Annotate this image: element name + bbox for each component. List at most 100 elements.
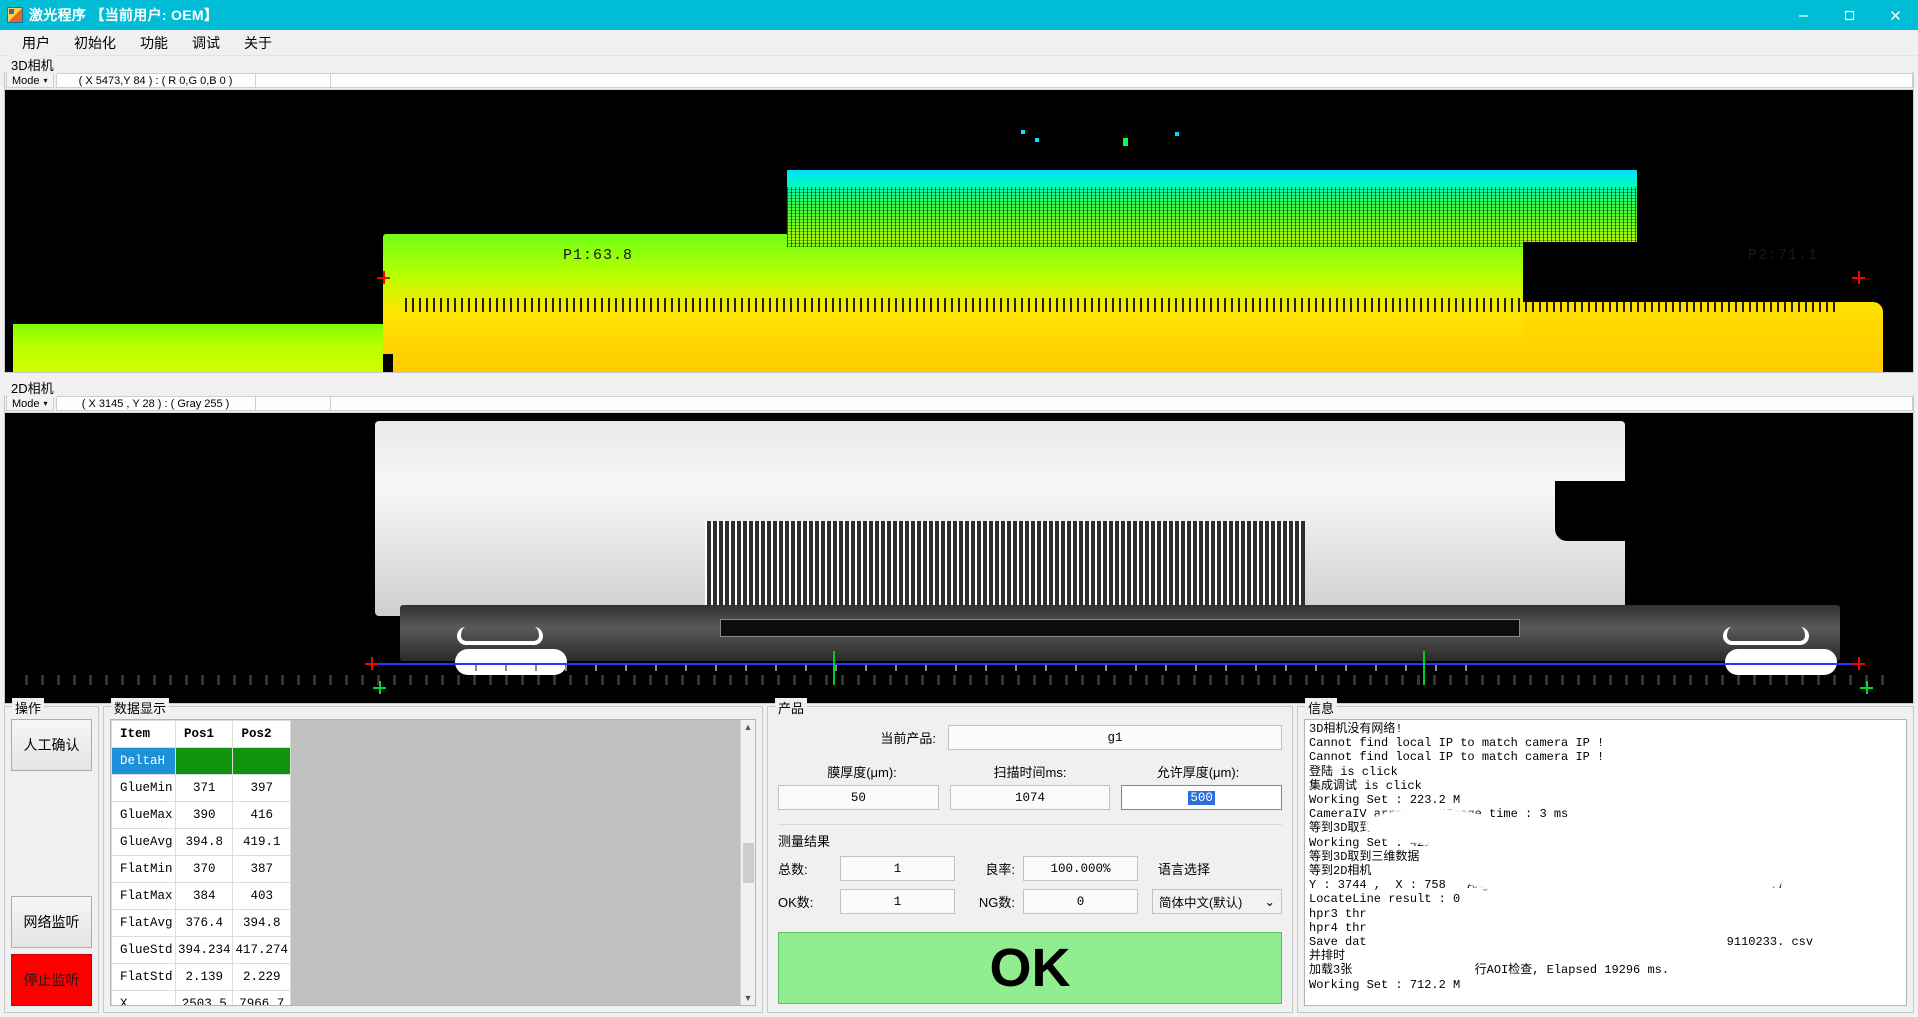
column-header-pos2[interactable]: Pos2 xyxy=(232,720,291,748)
menu-bar: 用户 初始化 功能 调试 关于 xyxy=(0,30,1918,56)
camera-2d-mode-button[interactable]: Mode ▾ xyxy=(6,396,54,411)
camera-3d-viewport[interactable]: P1:63.8 P2:71.1 xyxy=(5,90,1913,372)
crosshair-marker-right xyxy=(1852,657,1865,670)
column-header-item[interactable]: Item xyxy=(111,720,176,748)
cell-pos1[interactable]: 390 xyxy=(174,801,234,829)
table-row[interactable]: GlueStd 394.234 417.274 xyxy=(111,936,291,964)
scrollbar-thumb[interactable] xyxy=(742,842,754,883)
table-row[interactable]: DeltaH 23.8 21.1 xyxy=(111,747,291,775)
cell-pos2[interactable]: 403 xyxy=(232,882,291,910)
table-row[interactable]: GlueMin 371 397 xyxy=(111,774,291,802)
cell-item[interactable]: GlueMin xyxy=(111,774,176,802)
cell-pos1[interactable]: 371 xyxy=(174,774,234,802)
close-icon[interactable] xyxy=(1872,0,1918,30)
scroll-down-icon[interactable]: ▼ xyxy=(743,993,753,1003)
menu-item-init[interactable]: 初始化 xyxy=(74,34,116,51)
table-body: DeltaH 23.8 21.1 GlueMin 371 397 GlueMax… xyxy=(111,747,291,1005)
cell-pos2[interactable]: 419.1 xyxy=(232,828,291,856)
camera-3d-status-cell-2 xyxy=(330,73,1913,88)
table-empty-area xyxy=(291,720,740,1005)
camera-2d-viewport[interactable] xyxy=(5,413,1913,703)
network-listen-button[interactable]: 网络监听 xyxy=(11,896,92,948)
window-title: 激光程序 【当前用户: OEM】 xyxy=(29,7,219,23)
camera-3d-coordinate-readout: ( X 5473,Y 84 ) : ( R 0,G 0,B 0 ) xyxy=(55,73,256,88)
cell-pos1[interactable]: 394.234 xyxy=(174,936,234,964)
manual-confirm-button[interactable]: 人工确认 xyxy=(11,719,92,771)
cell-pos1[interactable]: 2503.5 xyxy=(174,990,234,1005)
allow-thickness-field[interactable]: 500 xyxy=(1121,785,1283,810)
table-row[interactable]: GlueMax 390 416 xyxy=(111,801,291,829)
cell-pos1[interactable]: 384 xyxy=(174,882,234,910)
column-header-pos1[interactable]: Pos1 xyxy=(174,720,234,748)
camera-3d-mode-button[interactable]: Mode ▾ xyxy=(6,73,54,88)
table-row[interactable]: FlatStd 2.139 2.229 xyxy=(111,963,291,991)
cell-item[interactable]: GlueStd xyxy=(111,936,176,964)
scan-time-label: 扫描时间ms: xyxy=(993,765,1067,780)
measurement-result-legend: 测量结果 xyxy=(778,824,1282,850)
data-table-wrapper: Item Pos1 Pos2 DeltaH 23.8 21.1 GlueMin xyxy=(110,719,756,1006)
operations-spacer xyxy=(11,771,92,896)
table-row[interactable]: GlueAvg 394.8 419.1 xyxy=(111,828,291,856)
crosshair-marker-left xyxy=(377,271,390,284)
alignment-marker-left xyxy=(373,681,386,694)
language-select[interactable]: 简体中文(默认) ⌄ xyxy=(1152,889,1282,914)
maximize-icon[interactable] xyxy=(1826,0,1872,30)
cell-item[interactable]: FlatMin xyxy=(111,855,176,883)
cell-item[interactable]: GlueAvg xyxy=(111,828,176,856)
minimize-icon[interactable] xyxy=(1780,0,1826,30)
cell-pos1[interactable]: 2.139 xyxy=(174,963,234,991)
cell-item[interactable]: DeltaH xyxy=(111,747,176,775)
table-row[interactable]: FlatAvg 376.4 394.8 xyxy=(111,909,291,937)
camera-2d-mode-label: Mode xyxy=(12,397,40,410)
point-cloud-render xyxy=(5,90,1913,372)
stop-listen-button[interactable]: 停止监听 xyxy=(11,954,92,1006)
menu-item-function[interactable]: 功能 xyxy=(140,34,168,51)
language-select-value: 简体中文(默认) xyxy=(1159,896,1243,910)
table-vertical-scrollbar[interactable]: ▲ ▼ xyxy=(740,720,755,1005)
cell-pos2[interactable]: 7966.7 xyxy=(232,990,291,1005)
cell-item[interactable]: GlueMax xyxy=(111,801,176,829)
table-row[interactable]: X 2503.5 7966.7 xyxy=(111,990,291,1005)
menu-item-about[interactable]: 关于 xyxy=(244,34,272,51)
yield-field[interactable]: 100.000% xyxy=(1023,856,1138,881)
camera-3d-status-cell-1 xyxy=(255,73,331,88)
measurement-result-grid: 总数: 1 良率: 100.000% 语言选择 OK数: 1 NG数: 0 简体… xyxy=(778,856,1282,922)
title-bar: 激光程序 【当前用户: OEM】 xyxy=(0,0,1918,30)
yield-label: 良率: xyxy=(985,862,1015,877)
current-product-field[interactable]: g1 xyxy=(948,725,1282,750)
table-row[interactable]: FlatMax 384 403 xyxy=(111,882,291,910)
cell-item[interactable]: FlatAvg xyxy=(111,909,176,937)
camera-3d-group: 3D相机 Mode ▾ ( X 5473,Y 84 ) : ( R 0,G 0,… xyxy=(0,55,1918,373)
thickness-field[interactable]: 50 xyxy=(778,785,939,810)
cell-pos1[interactable]: 23.8 xyxy=(174,747,234,775)
measure-label-p2: P2:71.1 xyxy=(1747,247,1818,264)
ok-count-field[interactable]: 1 xyxy=(840,889,955,914)
cell-pos1[interactable]: 370 xyxy=(174,855,234,883)
cell-item[interactable]: X xyxy=(111,990,176,1005)
ng-count-field[interactable]: 0 xyxy=(1023,889,1138,914)
table-row[interactable]: FlatMin 370 387 xyxy=(111,855,291,883)
cell-pos2[interactable]: 21.1 xyxy=(232,747,291,775)
cell-pos2[interactable]: 394.8 xyxy=(232,909,291,937)
crosshair-marker-right xyxy=(1852,271,1865,284)
cell-pos2[interactable]: 417.274 xyxy=(232,936,291,964)
cell-item[interactable]: FlatStd xyxy=(111,963,176,991)
status-badge: OK xyxy=(778,932,1282,1004)
cell-item[interactable]: FlatMax xyxy=(111,882,176,910)
cell-pos2[interactable]: 397 xyxy=(232,774,291,802)
cell-pos2[interactable]: 416 xyxy=(232,801,291,829)
cell-pos1[interactable]: 394.8 xyxy=(174,828,234,856)
product-legend: 产品 xyxy=(775,698,808,717)
total-count-field[interactable]: 1 xyxy=(840,856,955,881)
log-output[interactable]: 3D相机没有网络! Cannot find local IP to match … xyxy=(1304,719,1907,1006)
app-icon xyxy=(7,7,23,23)
menu-item-user[interactable]: 用户 xyxy=(22,34,50,51)
bottom-panels: 操作 人工确认 网络监听 停止监听 数据显示 Item Pos1 Pos2 xyxy=(0,698,1918,1017)
cell-pos2[interactable]: 387 xyxy=(232,855,291,883)
cell-pos2[interactable]: 2.229 xyxy=(232,963,291,991)
menu-item-debug[interactable]: 调试 xyxy=(192,34,220,51)
scroll-up-icon[interactable]: ▲ xyxy=(743,722,753,732)
scan-time-field[interactable]: 1074 xyxy=(949,785,1111,810)
cell-pos1[interactable]: 376.4 xyxy=(174,909,234,937)
